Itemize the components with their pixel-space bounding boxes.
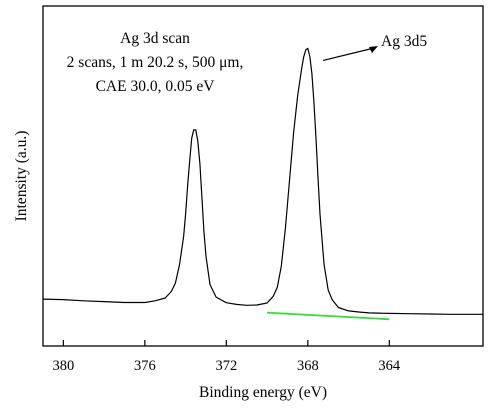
info-line-3: CAE 30.0, 0.05 eV: [96, 78, 216, 95]
x-tick-label: 376: [134, 358, 156, 374]
x-tick-label: 372: [215, 358, 237, 374]
series-layer: [42, 47, 483, 321]
info-line-2: 2 scans, 1 m 20.2 s, 500 μm,: [67, 54, 244, 71]
plot-frame: [42, 5, 484, 347]
annotation-arrow: [322, 47, 375, 61]
annotation-label: Ag 3d5: [381, 33, 427, 50]
x-ticks: 380 376 372 368 364: [52, 340, 401, 374]
x-axis-label: Binding energy (eV): [199, 384, 327, 401]
peak-annotation: Ag 3d5: [322, 33, 427, 61]
arrow-head-icon: [369, 46, 378, 53]
background-line: [267, 311, 390, 321]
spectrum-line: [42, 47, 483, 315]
info-line-1: Ag 3d scan: [120, 30, 190, 47]
y-axis-label: Intensity (a.u.): [13, 131, 30, 222]
x-tick-label: 368: [297, 358, 319, 374]
x-tick-label: 380: [52, 358, 74, 374]
x-tick-label: 364: [378, 358, 401, 374]
